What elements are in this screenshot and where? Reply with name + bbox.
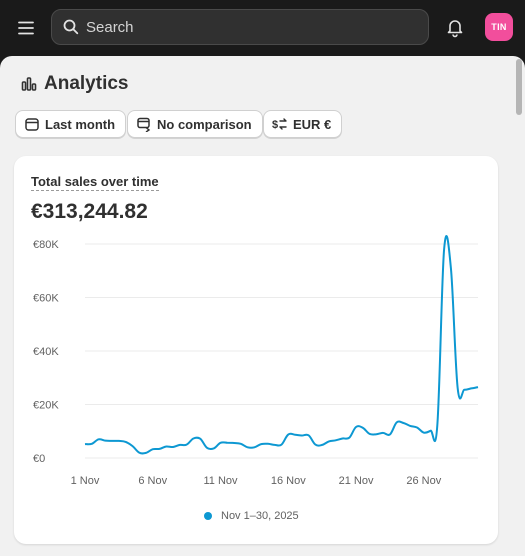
search-box[interactable]	[51, 9, 429, 45]
x-tick-label: 16 Nov	[271, 475, 306, 487]
total-sales-value: €313,244.82	[31, 200, 148, 223]
y-tick-label: €40K	[33, 346, 59, 358]
compare-icon	[137, 117, 151, 132]
x-tick-label: 11 Nov	[203, 475, 238, 487]
x-tick-label: 6 Nov	[138, 475, 167, 487]
scrollbar[interactable]	[516, 59, 522, 115]
comparison-label: No comparison	[157, 116, 252, 132]
menu-button[interactable]	[14, 16, 38, 40]
y-tick-label: €80K	[33, 239, 59, 251]
currency-button[interactable]: $ EUR €	[263, 110, 343, 138]
currency-icon: $	[272, 118, 287, 131]
chart-legend[interactable]: Nov 1–30, 2025	[204, 510, 299, 522]
card-title[interactable]: Total sales over time	[31, 174, 159, 191]
date-range-button[interactable]: Last month	[15, 110, 127, 138]
bell-icon	[447, 20, 463, 38]
comparison-button[interactable]: No comparison	[127, 110, 263, 138]
date-range-label: Last month	[45, 116, 116, 132]
x-tick-label: 1 Nov	[71, 475, 100, 487]
menu-icon	[18, 21, 34, 35]
search-input[interactable]	[86, 18, 386, 36]
legend-dot	[204, 512, 212, 520]
currency-label: EUR €	[293, 116, 332, 132]
y-tick-label: €0	[33, 453, 45, 465]
y-tick-label: €60K	[33, 293, 59, 305]
legend-label: Nov 1–30, 2025	[221, 510, 299, 522]
sales-series-line[interactable]	[84, 235, 479, 455]
page-title: Analytics	[20, 73, 128, 95]
sales-card: Total sales over time €313,244.82 €0 €20K…	[14, 156, 498, 544]
notifications-button[interactable]	[444, 16, 466, 38]
page-title-text: Analytics	[44, 73, 129, 94]
svg-text:$: $	[272, 119, 278, 131]
avatar[interactable]: TIN	[485, 13, 513, 41]
x-tick-label: 21 Nov	[339, 475, 374, 487]
calendar-icon	[25, 118, 39, 131]
bar-chart-icon	[21, 77, 37, 91]
y-tick-label: €20K	[33, 400, 59, 412]
sales-line-chart: €0 €20K €40K €60K €80K 1 Nov 6 Nov 11 Nov 16 Nov…	[33, 235, 479, 487]
main-content: Analytics Last month No comparison $ EUR…	[0, 56, 525, 556]
top-bar: TIN	[0, 0, 525, 56]
search-icon	[63, 19, 79, 35]
x-tick-label: 26 Nov	[406, 475, 441, 487]
